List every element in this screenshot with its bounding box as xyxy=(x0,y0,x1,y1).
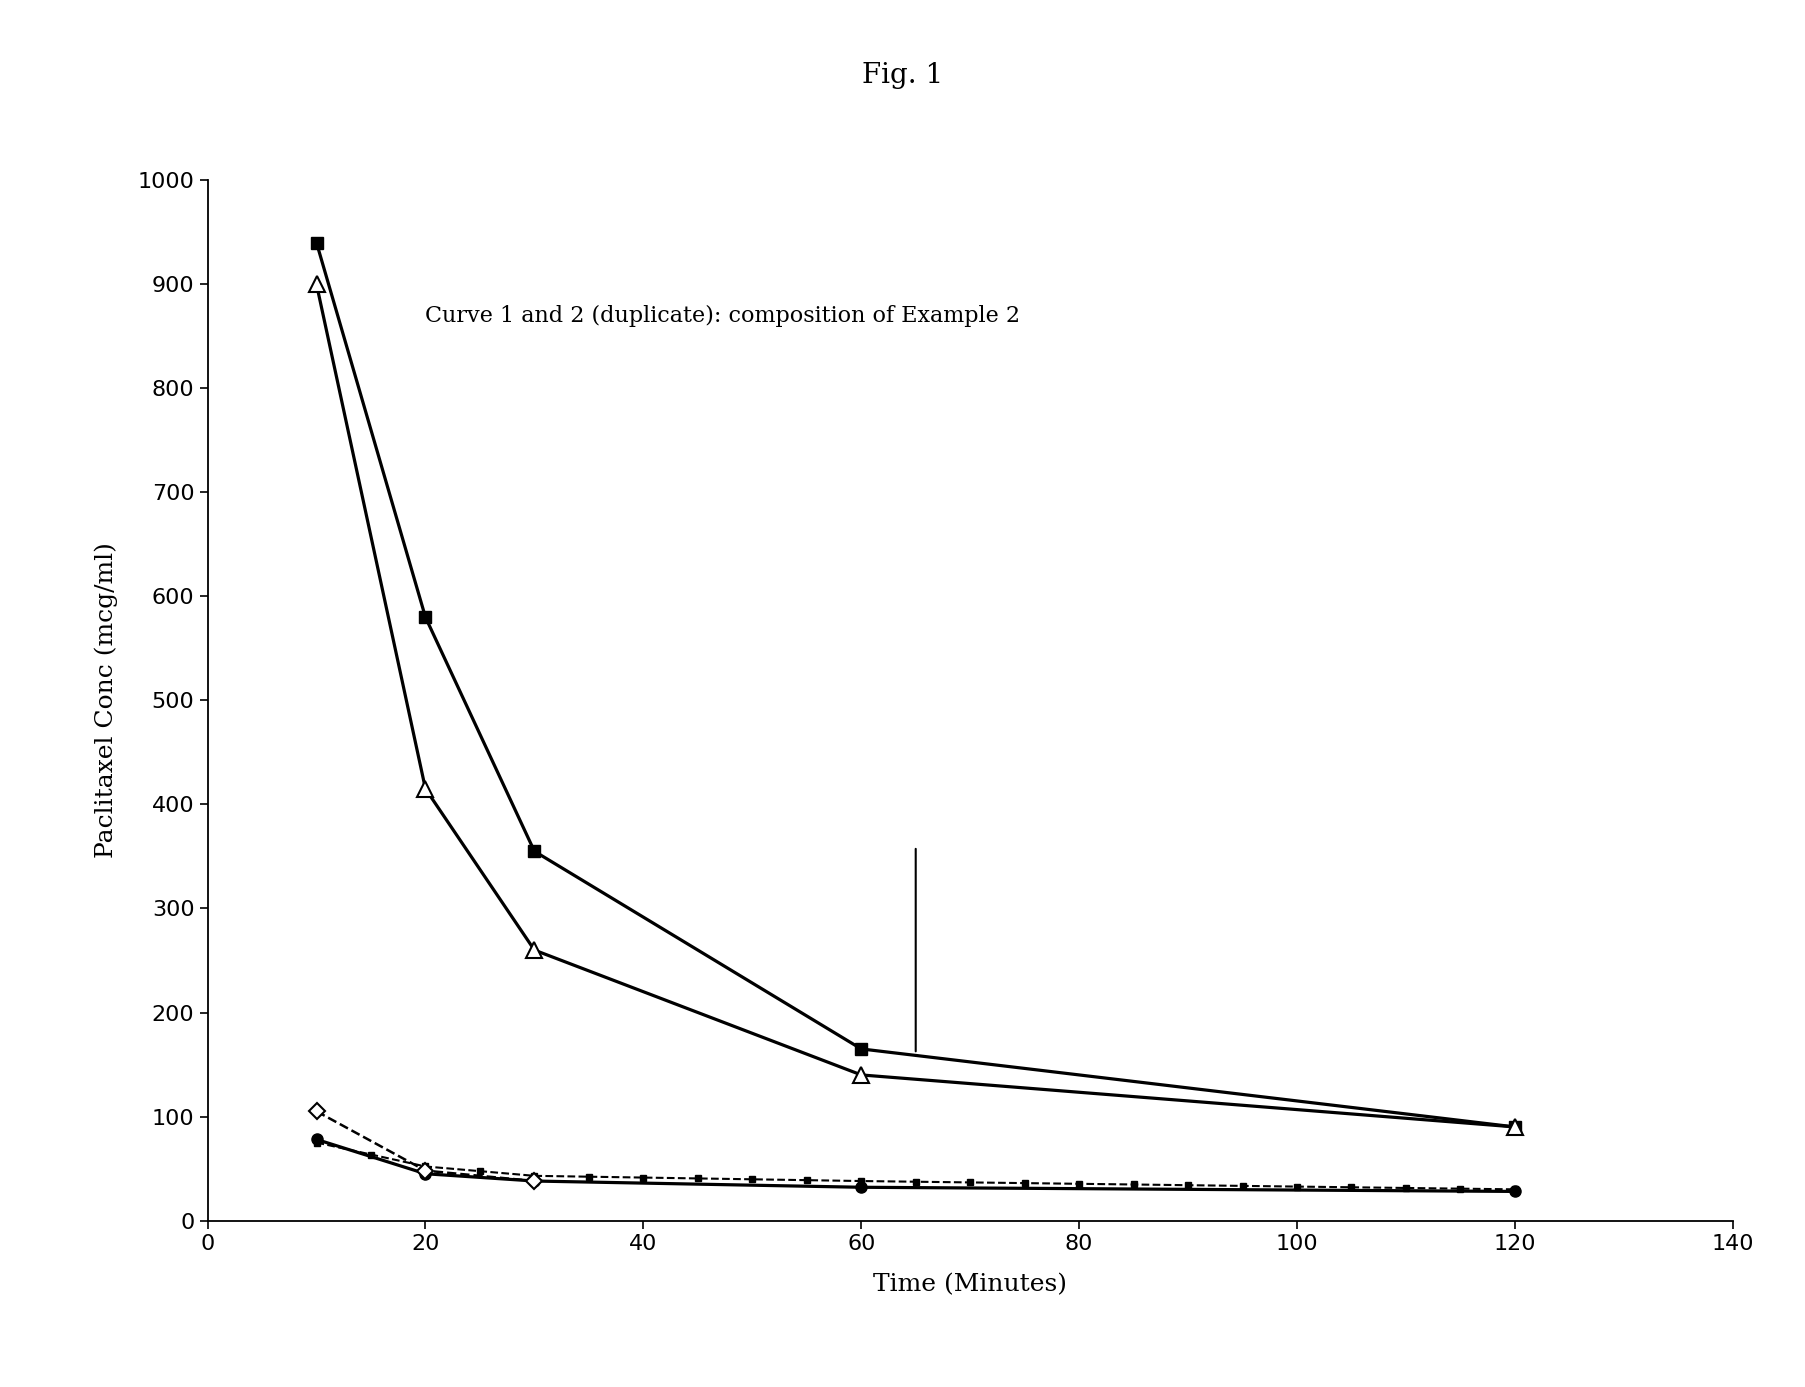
Text: Curve 1 and 2 (duplicate): composition of Example 2: Curve 1 and 2 (duplicate): composition o… xyxy=(426,305,1020,326)
Text: Fig. 1: Fig. 1 xyxy=(861,62,944,89)
Y-axis label: Paclitaxel Conc (mcg/ml): Paclitaxel Conc (mcg/ml) xyxy=(94,542,117,859)
X-axis label: Time (Minutes): Time (Minutes) xyxy=(874,1273,1067,1297)
